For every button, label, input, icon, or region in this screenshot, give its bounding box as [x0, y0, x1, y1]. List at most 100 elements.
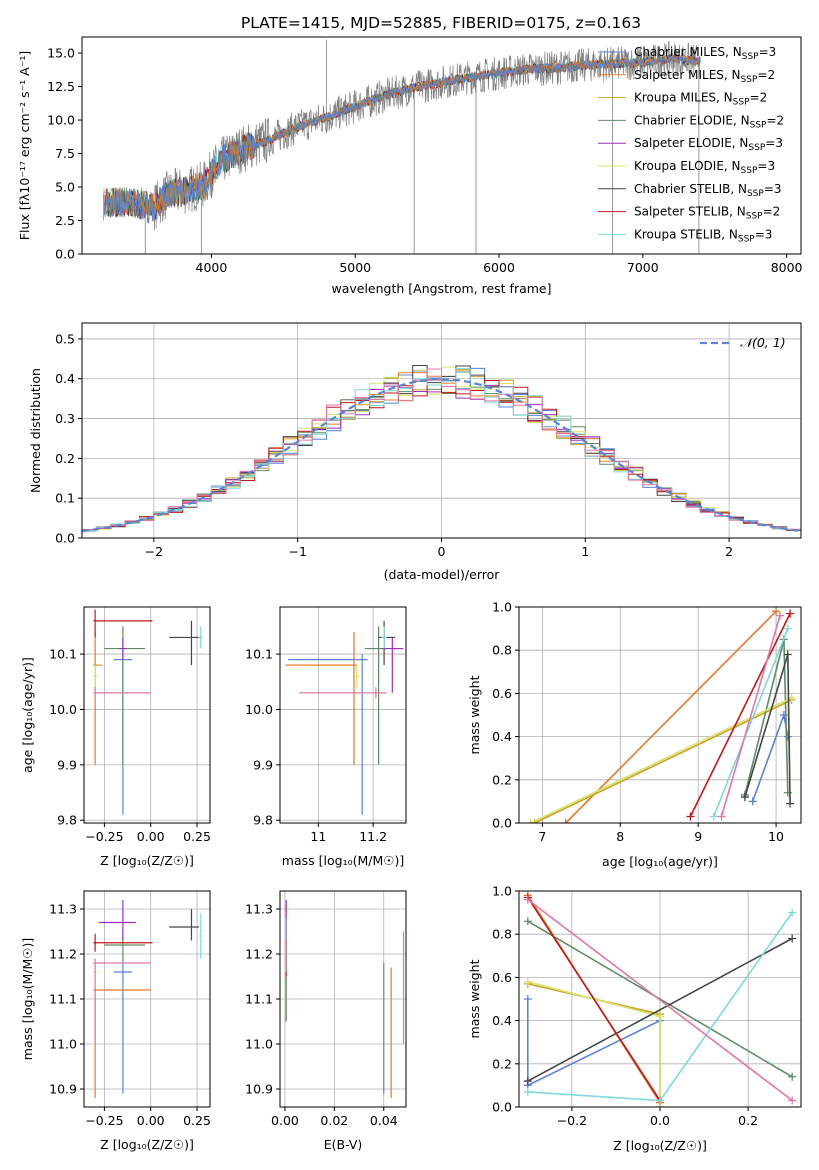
x-tick-label: −0.25 — [85, 1113, 123, 1128]
x-tick-label: 11.2 — [359, 829, 387, 844]
weight-line-salpeter_miles — [565, 610, 777, 823]
y-tick-label: 9.9 — [253, 757, 273, 772]
x-tick-label: −2 — [145, 544, 163, 559]
weight-line-chabrier_miles — [526, 999, 661, 1087]
y-tick-label: 0.0 — [492, 816, 512, 831]
weight-marker-chabrier_stelib — [786, 799, 795, 808]
y-tick-label: 9.8 — [57, 813, 77, 828]
x-tick-label: 8000 — [771, 260, 803, 275]
y-tick-label: 0.4 — [55, 371, 75, 386]
age_vs_mass-plot-area — [285, 620, 404, 815]
histogram-pink — [82, 368, 801, 530]
mass_vs_Z-axes: −0.25 0.00 0.25 10.9 11.0 11.1 11.2 11.3 Z [log₁… — [20, 890, 211, 1152]
weight-marker-pink — [523, 895, 532, 904]
y-tick-label: 10.0 — [49, 702, 77, 717]
x-tick-label: 0.2 — [738, 1113, 758, 1128]
y-tick-label: 5.0 — [55, 180, 75, 195]
x-tick-label: 11 — [310, 829, 326, 844]
y-tick-label: 10.1 — [49, 647, 77, 662]
legend-label: 𝒩(0, 1) — [740, 335, 786, 350]
y-tick-label: 11.1 — [49, 992, 77, 1007]
x-tick-label: 0.00 — [137, 829, 165, 844]
weight-marker-chabrier_miles — [748, 797, 757, 806]
x-axis-label: Z [log₁₀(Z/Z☉)] — [613, 1138, 707, 1153]
y-tick-label: 10.1 — [245, 647, 273, 662]
x-tick-label: 0.0 — [650, 1113, 670, 1128]
mass_vs_ebv-plot-area — [285, 900, 405, 1098]
weight-line-pink — [720, 615, 781, 817]
x-axis-label: Z [log₁₀(Z/Z☉)] — [100, 1137, 194, 1152]
y-tick-label: 0.2 — [492, 772, 512, 787]
x-axis-label: age [log₁₀(age/yr)] — [602, 854, 718, 869]
age_vs_Z-frame — [83, 606, 211, 824]
weight-marker-kroupa_elodie — [523, 977, 532, 986]
y-tick-label: 15.0 — [47, 46, 75, 61]
spectrum-frame — [81, 36, 802, 255]
legend-label: Kroupa STELIB, NSSP=3 — [634, 227, 772, 244]
y-tick-label: 1.0 — [492, 600, 512, 615]
mass_vs_Z-plot-area — [93, 900, 203, 1098]
age_vs_mass-axes: 11 11.2 9.8 9.9 10.0 10.1 mass [log₁₀(M/M☉)] — [245, 606, 407, 868]
y-tick-label: 0.4 — [492, 1013, 512, 1028]
x-axis-label: wavelength [Angstrom, rest frame] — [331, 281, 551, 296]
x-tick-label: 1 — [581, 544, 589, 559]
x-tick-label: 7 — [538, 829, 546, 844]
y-tick-label: 2.5 — [55, 213, 75, 228]
x-tick-label: 10 — [768, 829, 784, 844]
residuals-plot-area — [82, 365, 801, 533]
weight-marker-kroupa_elodie — [656, 1012, 664, 1021]
weight-marker-chabrier_stelib — [523, 1077, 532, 1086]
y-tick-label: 0.8 — [492, 927, 512, 942]
y-axis-label: Flux [fλ10⁻¹⁷ erg cm⁻² s⁻¹ A⁻¹] — [17, 51, 32, 240]
y-tick-label: 0.3 — [55, 411, 75, 426]
legend-label: Salpeter ELODIE, NSSP=3 — [634, 136, 783, 153]
y-tick-label: 0.0 — [55, 247, 75, 262]
legend-label: Salpeter MILES, NSSP=2 — [634, 68, 775, 85]
figure-title: PLATE=1415, MJD=52885, FIBERID=0175, z=0… — [241, 14, 641, 32]
y-tick-label: 9.9 — [57, 757, 77, 772]
x-tick-label: 0.02 — [320, 1113, 348, 1128]
x-tick-label: 7000 — [627, 260, 659, 275]
x-tick-label: 0.04 — [370, 1113, 398, 1128]
weight_vs_age-plot-area — [526, 607, 796, 823]
weight-marker-pink — [788, 1096, 797, 1105]
y-tick-label: 1.0 — [492, 884, 512, 899]
y-axis-label: mass weight — [467, 675, 482, 754]
y-tick-label: 0.0 — [55, 531, 75, 546]
mass_vs_ebv-axes: 0.00 0.02 0.04 10.9 11.0 11.1 11.2 11.3 E(B-V) — [245, 890, 407, 1152]
y-axis-label: age [log₁₀(age/yr)] — [20, 657, 35, 773]
weight-line-chabrier_elodie — [527, 920, 793, 1078]
y-tick-label: 0.1 — [55, 491, 75, 506]
x-tick-label: 0 — [438, 544, 446, 559]
weight-marker-kroupa_stelib — [523, 1087, 532, 1096]
x-tick-label: 4000 — [196, 260, 228, 275]
y-tick-label: 11.2 — [245, 947, 273, 962]
y-axis-label: mass [log₁₀(M/M☉)] — [20, 938, 35, 1060]
x-tick-label: 0.25 — [183, 829, 211, 844]
legend-label: Kroupa MILES, NSSP=2 — [634, 91, 767, 108]
x-tick-label: 9 — [694, 829, 702, 844]
x-tick-label: −0.2 — [557, 1113, 587, 1128]
y-tick-label: 0.8 — [492, 643, 512, 658]
y-tick-label: 0.6 — [492, 970, 512, 985]
x-axis-label: (data-model)/error — [384, 567, 501, 582]
x-tick-label: 0.25 — [183, 1113, 211, 1128]
weight-line-chabrier_miles — [751, 711, 789, 802]
y-tick-label: 10.0 — [245, 702, 273, 717]
y-axis-label: Normed distribution — [28, 368, 43, 493]
weight-marker-salpeter_stelib — [686, 812, 695, 821]
weight-marker-salpeter_miles — [561, 819, 570, 823]
legend-label: Chabrier MILES, NSSP=3 — [634, 45, 776, 62]
y-tick-label: 10.9 — [49, 1082, 77, 1097]
weight-marker-kroupa_stelib — [788, 908, 797, 917]
weight-marker-chabrier_elodie — [788, 1072, 797, 1081]
y-tick-label: 11.0 — [245, 1037, 273, 1052]
x-tick-label: 5000 — [339, 260, 371, 275]
y-tick-label: 11.0 — [49, 1037, 77, 1052]
y-tick-label: 7.5 — [55, 146, 75, 161]
weight-marker-chabrier_stelib — [740, 793, 749, 802]
x-tick-label: 2 — [725, 544, 733, 559]
weight-marker-pink — [775, 611, 784, 620]
weight-marker-salpeter_miles — [772, 607, 781, 616]
